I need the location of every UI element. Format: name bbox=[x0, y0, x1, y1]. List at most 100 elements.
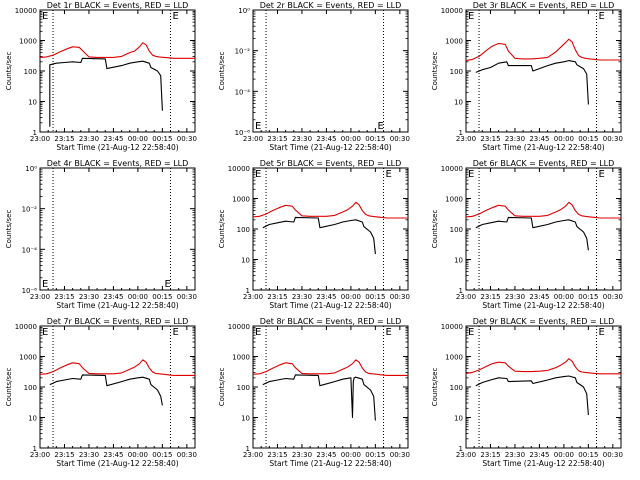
events-series-line bbox=[262, 216, 376, 255]
chart-title: Det 3r BLACK = Events, RED = LLD bbox=[473, 1, 615, 10]
y-tick-label: 10⁻² bbox=[22, 206, 38, 214]
chart-panel-6: Det 6r BLACK = Events, RED = LLD 23:00 23:… bbox=[431, 159, 623, 310]
chart-panel-9: Det 9r BLACK = Events, RED = LLD 23:00 23:… bbox=[431, 317, 623, 468]
y-tick-label: 1000 bbox=[232, 196, 250, 204]
x-axis-label: Start Time (21-Aug-12 22:58:40) bbox=[56, 143, 178, 152]
y-tick-label: 10⁻⁶ bbox=[22, 287, 38, 295]
y-tick-label: 10000 bbox=[228, 323, 250, 331]
event-marker-e: E bbox=[468, 169, 474, 180]
x-tick-label: 00:15 bbox=[152, 293, 172, 301]
y-tick-label: 100 bbox=[237, 384, 250, 392]
event-marker-e: E bbox=[42, 279, 48, 290]
plot-frame bbox=[39, 167, 196, 291]
y-tick-label: 10 bbox=[454, 257, 463, 265]
y-axis-label: Counts/sec bbox=[431, 52, 439, 91]
x-tick-label: 00:00 bbox=[341, 293, 361, 301]
x-tick-label: 00:00 bbox=[554, 293, 574, 301]
y-tick-label: 100 bbox=[450, 68, 463, 76]
y-tick-label: 1000 bbox=[232, 354, 250, 362]
lld-series-line bbox=[465, 358, 621, 375]
y-tick-label: 10000 bbox=[15, 323, 37, 331]
x-tick-label: 23:45 bbox=[103, 451, 123, 459]
y-tick-label: 10 bbox=[28, 415, 37, 423]
x-tick-label: 23:15 bbox=[54, 135, 74, 143]
x-tick-label: 23:45 bbox=[529, 135, 549, 143]
y-axis-label: Counts/sec bbox=[5, 52, 13, 91]
event-marker-e: E bbox=[378, 121, 384, 132]
y-tick-label: 10000 bbox=[15, 7, 37, 15]
y-tick-label: 100 bbox=[24, 384, 37, 392]
event-marker-e: E bbox=[42, 327, 48, 338]
x-tick-label: 23:15 bbox=[480, 135, 500, 143]
x-tick-label: 23:30 bbox=[505, 135, 525, 143]
y-tick-label: 10⁻⁴ bbox=[22, 246, 38, 254]
y-tick-label: 10⁰ bbox=[238, 7, 250, 15]
x-tick-label: 23:00 bbox=[243, 293, 263, 301]
x-tick-label: 00:00 bbox=[554, 451, 574, 459]
event-marker-e: E bbox=[42, 11, 48, 22]
y-axis-label: Counts/sec bbox=[218, 210, 226, 249]
y-tick-label: 100 bbox=[24, 68, 37, 76]
x-tick-label: 23:45 bbox=[103, 293, 123, 301]
x-tick-label: 00:15 bbox=[365, 135, 385, 143]
x-tick-label: 23:00 bbox=[243, 451, 263, 459]
x-tick-label: 00:00 bbox=[341, 451, 361, 459]
x-tick-label: 00:15 bbox=[152, 135, 172, 143]
x-tick-label: 00:30 bbox=[390, 293, 410, 301]
plot-frame bbox=[39, 9, 196, 133]
x-tick-label: 23:15 bbox=[267, 451, 287, 459]
x-tick-label: 00:00 bbox=[554, 135, 574, 143]
event-marker-e: E bbox=[599, 11, 605, 22]
y-tick-label: 10 bbox=[454, 99, 463, 107]
x-tick-label: 23:45 bbox=[529, 293, 549, 301]
lld-series-line bbox=[252, 359, 408, 376]
y-axis-label: Counts/sec bbox=[5, 368, 13, 407]
plot-frame bbox=[465, 325, 622, 449]
x-tick-label: 23:15 bbox=[480, 293, 500, 301]
plot-frame bbox=[252, 167, 409, 291]
x-tick-label: 23:15 bbox=[54, 293, 74, 301]
y-tick-label: 1 bbox=[459, 129, 463, 137]
y-tick-label: 10 bbox=[241, 415, 250, 423]
x-tick-label: 00:15 bbox=[152, 451, 172, 459]
x-tick-label: 00:00 bbox=[128, 451, 148, 459]
x-tick-label: 00:00 bbox=[128, 293, 148, 301]
y-tick-label: 10⁻² bbox=[235, 48, 251, 56]
plot-frame bbox=[39, 325, 196, 449]
x-tick-label: 23:30 bbox=[79, 135, 99, 143]
events-series-line bbox=[49, 374, 163, 406]
y-tick-label: 1 bbox=[33, 445, 37, 453]
y-tick-label: 10 bbox=[241, 257, 250, 265]
y-tick-label: 1 bbox=[246, 445, 250, 453]
y-tick-label: 1000 bbox=[19, 38, 37, 46]
x-tick-label: 00:30 bbox=[177, 135, 197, 143]
x-axis-label: Start Time (21-Aug-12 22:58:40) bbox=[56, 301, 178, 310]
x-axis-label: Start Time (21-Aug-12 22:58:40) bbox=[269, 459, 391, 468]
chart-panel-5: Det 5r BLACK = Events, RED = LLD 23:00 23:… bbox=[218, 159, 410, 310]
event-marker-e: E bbox=[599, 169, 605, 180]
events-series-line bbox=[475, 216, 589, 251]
lld-series-line bbox=[465, 38, 621, 62]
chart-title: Det 7r BLACK = Events, RED = LLD bbox=[47, 317, 189, 326]
y-tick-label: 10000 bbox=[441, 165, 463, 173]
x-tick-label: 00:00 bbox=[128, 135, 148, 143]
plot-frame bbox=[465, 9, 622, 133]
lld-series-line bbox=[39, 359, 195, 376]
x-tick-label: 00:30 bbox=[390, 135, 410, 143]
chart-title: Det 5r BLACK = Events, RED = LLD bbox=[260, 159, 402, 168]
x-tick-label: 23:15 bbox=[54, 451, 74, 459]
y-tick-label: 1 bbox=[459, 287, 463, 295]
y-tick-label: 10000 bbox=[441, 7, 463, 15]
lld-series-line bbox=[252, 201, 408, 219]
x-axis-label: Start Time (21-Aug-12 22:58:40) bbox=[482, 143, 604, 152]
x-tick-label: 00:30 bbox=[390, 451, 410, 459]
y-tick-label: 1 bbox=[246, 287, 250, 295]
chart-panel-3: Det 3r BLACK = Events, RED = LLD 23:00 23:… bbox=[431, 1, 623, 152]
x-tick-label: 00:30 bbox=[603, 293, 623, 301]
event-marker-e: E bbox=[386, 169, 392, 180]
event-marker-e: E bbox=[468, 11, 474, 22]
y-tick-label: 100 bbox=[450, 226, 463, 234]
y-tick-label: 10 bbox=[454, 415, 463, 423]
y-tick-label: 1000 bbox=[19, 354, 37, 362]
